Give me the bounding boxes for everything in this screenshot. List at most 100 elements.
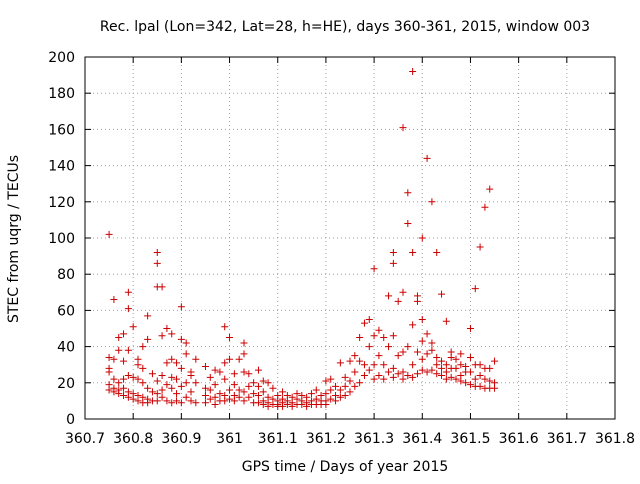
data-point — [394, 297, 402, 305]
data-point — [124, 288, 132, 296]
data-point — [413, 370, 421, 378]
data-point — [153, 259, 161, 267]
data-point — [442, 317, 450, 325]
data-point — [341, 391, 349, 399]
data-point — [173, 359, 181, 367]
data-point — [399, 348, 407, 356]
data-point — [336, 386, 344, 394]
data-point — [380, 375, 388, 383]
data-point — [303, 402, 311, 410]
data-point — [206, 386, 214, 394]
data-point — [264, 379, 272, 387]
data-point — [370, 375, 378, 383]
data-point — [404, 189, 412, 197]
data-point — [462, 379, 470, 387]
data-point — [259, 388, 267, 396]
data-point — [418, 355, 426, 363]
data-point — [375, 352, 383, 360]
y-tick-label: 0 — [66, 412, 75, 428]
data-point — [124, 372, 132, 380]
data-point — [399, 375, 407, 383]
data-point — [182, 339, 190, 347]
data-point — [211, 381, 219, 389]
data-point — [365, 315, 373, 323]
data-point — [351, 382, 359, 390]
data-point — [351, 368, 359, 376]
data-point — [110, 296, 118, 304]
data-point — [187, 388, 195, 396]
data-point — [466, 325, 474, 332]
data-point — [206, 373, 214, 381]
data-point — [235, 393, 243, 401]
data-point — [466, 353, 474, 361]
data-point — [250, 390, 258, 398]
data-point — [115, 390, 123, 398]
data-point — [428, 339, 436, 347]
data-point — [240, 397, 248, 405]
data-point — [394, 352, 402, 360]
data-point — [312, 386, 320, 394]
axis-ticks: 360.7 360.8 360.9 361 361.1 361.2 361.3 361.4 36… — [48, 50, 635, 447]
data-point — [365, 343, 373, 351]
data-point — [226, 395, 234, 403]
data-point — [389, 248, 397, 256]
x-tick-label: 361 — [216, 431, 243, 447]
x-tick-label: 361.1 — [258, 431, 298, 447]
data-point — [452, 355, 460, 363]
x-tick-label: 360.7 — [65, 431, 105, 447]
data-point — [110, 375, 118, 383]
data-point — [399, 124, 407, 132]
data-point — [332, 382, 340, 390]
data-point — [428, 346, 436, 354]
data-point — [457, 350, 465, 358]
data-point — [298, 401, 306, 409]
data-point — [177, 335, 185, 343]
data-point — [182, 379, 190, 387]
data-point — [177, 399, 185, 407]
data-point — [452, 375, 460, 383]
data-point — [201, 384, 209, 392]
data-point — [423, 330, 431, 338]
data-point — [120, 391, 128, 399]
data-point — [404, 220, 412, 228]
data-point — [168, 330, 176, 338]
data-point — [307, 390, 315, 398]
data-point — [370, 265, 378, 273]
data-point — [438, 290, 446, 298]
data-point — [365, 366, 373, 374]
data-point — [192, 379, 200, 387]
x-tick-label: 361.2 — [306, 431, 346, 447]
data-point — [182, 350, 190, 358]
data-point — [481, 375, 489, 383]
data-point — [163, 397, 171, 405]
data-point — [356, 379, 364, 387]
data-point — [115, 379, 123, 387]
data-point — [346, 377, 354, 385]
data-point — [259, 401, 267, 409]
data-point — [409, 321, 417, 329]
data-point — [168, 384, 176, 392]
data-point — [148, 388, 156, 396]
data-point — [120, 384, 128, 392]
data-point — [124, 346, 132, 354]
data-point — [457, 377, 465, 385]
data-point — [240, 388, 248, 396]
x-tick-label: 361.7 — [547, 431, 587, 447]
data-point — [404, 343, 412, 351]
data-point — [168, 355, 176, 363]
data-point — [115, 334, 123, 342]
data-point — [201, 391, 209, 399]
data-point — [245, 393, 253, 401]
data-point — [341, 373, 349, 381]
data-point — [230, 370, 238, 378]
x-tick-label: 360.8 — [113, 431, 153, 447]
data-point — [279, 402, 287, 410]
data-point — [250, 379, 258, 387]
data-point — [139, 379, 147, 387]
data-point — [370, 361, 378, 369]
data-point — [173, 375, 181, 383]
data-point — [158, 372, 166, 380]
data-point — [438, 372, 446, 380]
data-point — [187, 372, 195, 380]
data-point — [211, 401, 219, 409]
